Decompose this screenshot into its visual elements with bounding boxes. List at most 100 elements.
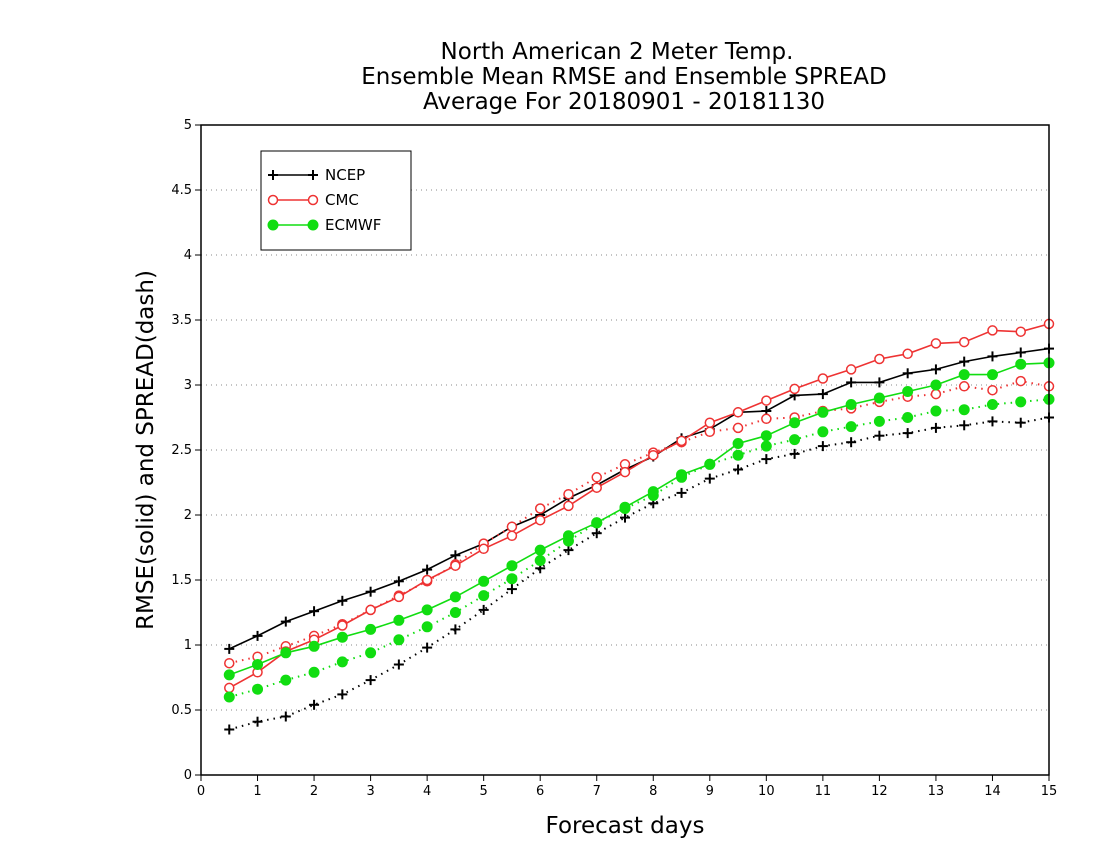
cmc-spread-point bbox=[761, 413, 772, 425]
y-tick-label: 3.5 bbox=[171, 313, 192, 328]
ecmwf-spread-line bbox=[229, 398, 1050, 698]
ecmwf-spread-point bbox=[534, 555, 546, 566]
x-tick-label: 9 bbox=[706, 784, 714, 799]
ncep-rmse-point bbox=[959, 356, 970, 367]
ncep-rmse-point bbox=[846, 377, 857, 388]
cmc-rmse-point bbox=[365, 604, 376, 616]
ecmwf-spread-point bbox=[449, 607, 461, 618]
ecmwf-spread-point bbox=[902, 412, 914, 423]
ecmwf-rmse-point bbox=[619, 501, 631, 513]
legend-label-ecmwf: ECMWF bbox=[325, 216, 381, 234]
x-tick-label: 3 bbox=[366, 784, 374, 799]
plot-frame bbox=[200, 124, 1050, 776]
ncep-rmse-point bbox=[252, 630, 263, 641]
cmc-rmse-point bbox=[845, 364, 857, 375]
ncep-spread-point bbox=[733, 464, 744, 475]
ncep-spread-point bbox=[252, 716, 263, 727]
ecmwf-rmse-point bbox=[591, 517, 603, 529]
ecmwf-spread-point bbox=[365, 647, 377, 659]
cmc-rmse-point bbox=[704, 417, 716, 428]
cmc-spread-point bbox=[563, 488, 574, 500]
legend-label-cmc: CMC bbox=[325, 191, 359, 209]
legend-marker bbox=[308, 170, 318, 180]
legend-marker bbox=[267, 194, 279, 206]
ecmwf-rmse-point bbox=[732, 438, 744, 449]
ncep-spread-point bbox=[478, 604, 489, 615]
cmc-rmse-point bbox=[450, 560, 461, 571]
cmc-rmse-line bbox=[228, 323, 1050, 689]
ncep-rmse-point bbox=[309, 606, 320, 617]
x-tick-label: 0 bbox=[197, 784, 205, 799]
ecmwf-spread-point bbox=[760, 440, 772, 452]
ecmwf-rmse-point bbox=[902, 386, 914, 397]
x-tick-label: 6 bbox=[536, 784, 544, 799]
ncep-spread-point bbox=[761, 454, 772, 465]
y-tick-label: 2.5 bbox=[171, 443, 192, 458]
ecmwf-spread-point bbox=[308, 666, 320, 678]
legend-marker bbox=[307, 219, 319, 231]
ncep-spread-point bbox=[309, 699, 320, 710]
chart-title-line-1: North American 2 Meter Temp. bbox=[441, 39, 794, 65]
ecmwf-spread-point bbox=[930, 405, 942, 417]
ncep-rmse-point bbox=[902, 368, 913, 379]
ecmwf-rmse-point bbox=[1015, 358, 1027, 370]
ecmwf-rmse-point bbox=[365, 623, 377, 635]
ncep-rmse-point bbox=[930, 364, 941, 375]
cmc-rmse-point bbox=[421, 574, 433, 586]
ecmwf-rmse-point bbox=[789, 417, 801, 429]
ecmwf-rmse-point bbox=[336, 631, 348, 643]
ncep-rmse-point bbox=[874, 377, 885, 388]
ecmwf-rmse-point bbox=[478, 575, 490, 587]
ncep-spread-point bbox=[591, 528, 602, 539]
cmc-spread-point bbox=[958, 381, 970, 392]
ncep-spread-point bbox=[874, 430, 885, 441]
cmc-spread-point bbox=[1015, 375, 1026, 387]
x-axis-ticks: 0 1 2 3 4 5 6 7 8 9 10 11 12 13 14 15 bbox=[197, 775, 1057, 799]
x-tick-label: 11 bbox=[815, 784, 832, 799]
y-tick-label: 1.5 bbox=[171, 573, 192, 588]
ncep-spread-point bbox=[365, 675, 376, 686]
x-tick-label: 1 bbox=[253, 784, 261, 799]
ecmwf-spread-point bbox=[506, 573, 518, 585]
ecmwf-spread-point bbox=[223, 691, 235, 703]
cmc-spread-point bbox=[732, 422, 744, 434]
ecmwf-rmse-point bbox=[252, 659, 264, 670]
ecmwf-rmse-point bbox=[873, 392, 885, 404]
cmc-rmse-point bbox=[648, 449, 659, 461]
ecmwf-rmse-point bbox=[676, 469, 688, 481]
ecmwf-spread-point bbox=[958, 404, 970, 416]
ncep-spread-point bbox=[902, 428, 913, 439]
ncep-spread-point bbox=[337, 689, 348, 700]
y-tick-label: 2 bbox=[184, 508, 192, 523]
legend-marker bbox=[307, 194, 319, 206]
x-tick-label: 15 bbox=[1041, 784, 1058, 799]
series-layer bbox=[223, 318, 1055, 735]
ecmwf-rmse-point bbox=[817, 406, 829, 418]
ecmwf-spread-point bbox=[280, 674, 292, 686]
cmc-spread-point bbox=[224, 657, 235, 669]
cmc-spread-point bbox=[930, 388, 942, 400]
x-tick-label: 5 bbox=[480, 784, 488, 799]
cmc-rmse-point bbox=[619, 466, 631, 478]
cmc-rmse-point bbox=[393, 591, 405, 603]
ncep-spread-point bbox=[789, 448, 800, 459]
y-tick-label: 5 bbox=[184, 118, 192, 133]
x-tick-label: 8 bbox=[649, 784, 657, 799]
legend: NCEP CMC ECMWF bbox=[260, 150, 412, 251]
y-tick-label: 0 bbox=[184, 768, 192, 783]
legend-marker bbox=[268, 170, 278, 180]
ecmwf-rmse-line bbox=[229, 362, 1050, 676]
ncep-rmse-point bbox=[450, 550, 461, 561]
ncep-rmse-point bbox=[987, 351, 998, 362]
ecmwf-rmse-point bbox=[223, 669, 235, 681]
x-tick-label: 13 bbox=[928, 784, 945, 799]
ecmwf-rmse-point bbox=[562, 530, 574, 542]
y-tick-label: 1 bbox=[184, 638, 192, 653]
ecmwf-rmse-point bbox=[449, 591, 461, 603]
ncep-rmse-point bbox=[817, 389, 828, 400]
legend-label-ncep: NCEP bbox=[325, 166, 365, 184]
cmc-spread-point bbox=[704, 426, 716, 438]
cmc-rmse-point bbox=[874, 353, 885, 365]
ecmwf-rmse-point bbox=[760, 430, 772, 442]
